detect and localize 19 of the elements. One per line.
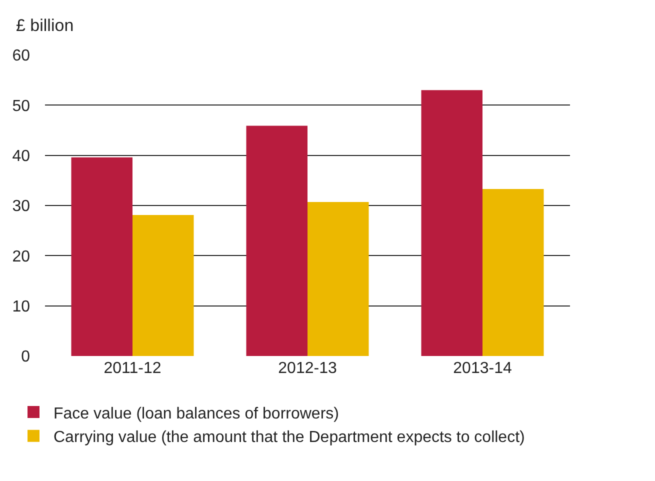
y-tick-label: 30 <box>12 198 30 216</box>
y-tick-label: 50 <box>12 98 30 115</box>
legend-label: Face value (loan balances of borrowers) <box>54 405 339 422</box>
x-tick-label: 2011-12 <box>104 360 162 377</box>
y-tick-label: 0 <box>21 348 30 366</box>
bar <box>421 90 482 356</box>
bar <box>132 215 194 356</box>
y-tick-label: 40 <box>12 148 30 165</box>
bar <box>71 157 132 356</box>
x-tick-label: 2012-13 <box>278 360 337 377</box>
bar <box>308 202 369 356</box>
bar <box>246 126 308 356</box>
y-tick-label: 60 <box>12 48 30 65</box>
bar <box>482 188 544 356</box>
legend-label: Carrying value (the amount that the Department expects to collect) <box>54 429 525 446</box>
x-tick-label: 2013-14 <box>453 360 512 377</box>
y-tick-label: 20 <box>12 248 30 266</box>
y-tick-label: 10 <box>12 298 30 316</box>
y-axis-title: £ billion <box>16 16 74 35</box>
